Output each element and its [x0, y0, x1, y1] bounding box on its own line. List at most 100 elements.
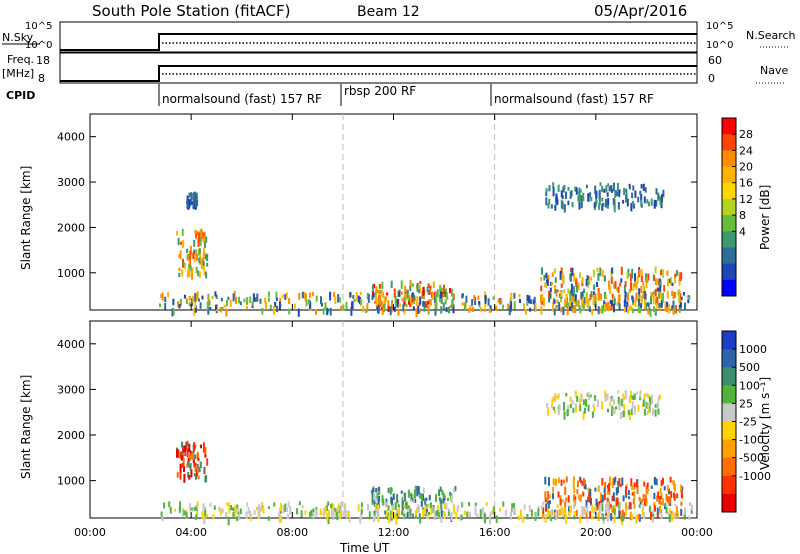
data-cell [198, 257, 201, 264]
data-cell [639, 190, 642, 195]
data-cell [629, 186, 631, 190]
data-cell [547, 407, 550, 416]
data-cell [592, 269, 595, 278]
data-cell [597, 306, 600, 315]
data-cell [639, 395, 642, 401]
data-cell [545, 507, 548, 511]
data-cell [417, 305, 420, 314]
data-cell [176, 449, 178, 458]
data-cell [417, 486, 420, 495]
data-cell [540, 305, 543, 315]
data-cell [576, 284, 579, 293]
data-cell [357, 295, 360, 303]
data-cell [674, 273, 677, 278]
data-cell [601, 401, 604, 410]
data-cell [586, 505, 589, 514]
data-cell [197, 270, 200, 277]
data-cell [419, 296, 422, 305]
data-cell [201, 295, 204, 300]
data-cell [582, 491, 585, 497]
data-cell [555, 293, 558, 297]
data-cell [635, 292, 638, 301]
data-cell [259, 506, 261, 513]
data-cell [572, 309, 575, 313]
data-cell [206, 262, 209, 267]
data-cell [442, 498, 445, 504]
data-cell [617, 390, 620, 394]
data-cell [418, 284, 421, 293]
data-cell [273, 502, 276, 507]
data-cell [461, 302, 464, 306]
data-cell [189, 245, 192, 255]
data-cell [449, 288, 451, 294]
x-tick-label: 00:00 [681, 526, 713, 539]
data-cell [183, 465, 185, 472]
data-cell [609, 402, 612, 406]
data-cell [202, 254, 205, 261]
data-cell [578, 187, 581, 196]
data-cell [642, 183, 645, 191]
data-cell [381, 308, 384, 315]
data-cell [442, 492, 445, 499]
data-cell [400, 291, 403, 295]
data-cell [583, 407, 586, 414]
data-cell [594, 185, 597, 195]
data-cell [408, 299, 410, 305]
data-cell [328, 509, 330, 517]
data-cell [563, 289, 566, 294]
data-cell [628, 501, 631, 510]
data-cell [179, 501, 182, 510]
data-cell [611, 507, 614, 513]
data-cell [579, 515, 582, 524]
data-cell [668, 497, 671, 504]
data-cell [657, 194, 660, 200]
data-cell [452, 293, 455, 299]
data-cell [608, 280, 611, 290]
data-cell [680, 484, 683, 492]
data-cell [601, 269, 604, 277]
data-cell [678, 293, 681, 303]
data-cell [301, 505, 304, 509]
data-cell [659, 394, 661, 400]
data-cell [590, 498, 592, 506]
data-cell [626, 505, 629, 511]
data-cell [447, 509, 450, 516]
data-cell [186, 448, 189, 458]
data-cell [411, 283, 414, 287]
data-cell [397, 510, 399, 518]
data-cell [205, 514, 208, 518]
data-cell [183, 510, 186, 516]
data-cell [673, 292, 676, 298]
data-cell [573, 510, 576, 516]
data-cell [616, 287, 618, 291]
data-cell [293, 303, 296, 309]
data-cell [387, 505, 390, 511]
colorbar-tick-label: 1000 [739, 343, 767, 356]
data-cell [631, 297, 634, 301]
colorbar-swatch [722, 231, 736, 248]
data-cell [450, 494, 453, 504]
data-cell [213, 505, 216, 510]
data-cell [596, 267, 599, 272]
data-cell [160, 293, 163, 299]
data-cell [664, 504, 667, 510]
data-cell [256, 507, 258, 511]
data-cell [461, 502, 464, 507]
data-cell [563, 411, 566, 420]
data-cell [575, 187, 578, 195]
data-cell [300, 510, 303, 518]
data-cell [605, 185, 608, 193]
data-cell [523, 303, 525, 310]
data-cell [642, 503, 645, 512]
data-cell [646, 482, 649, 488]
data-cell [487, 298, 490, 306]
data-cell [164, 303, 167, 310]
data-cell [523, 504, 526, 510]
data-cell [615, 406, 618, 410]
data-cell [618, 510, 621, 518]
data-cell [683, 512, 686, 518]
data-cell [424, 301, 427, 308]
data-cell [427, 291, 430, 295]
data-cell [402, 304, 405, 312]
data-cell [579, 272, 582, 278]
